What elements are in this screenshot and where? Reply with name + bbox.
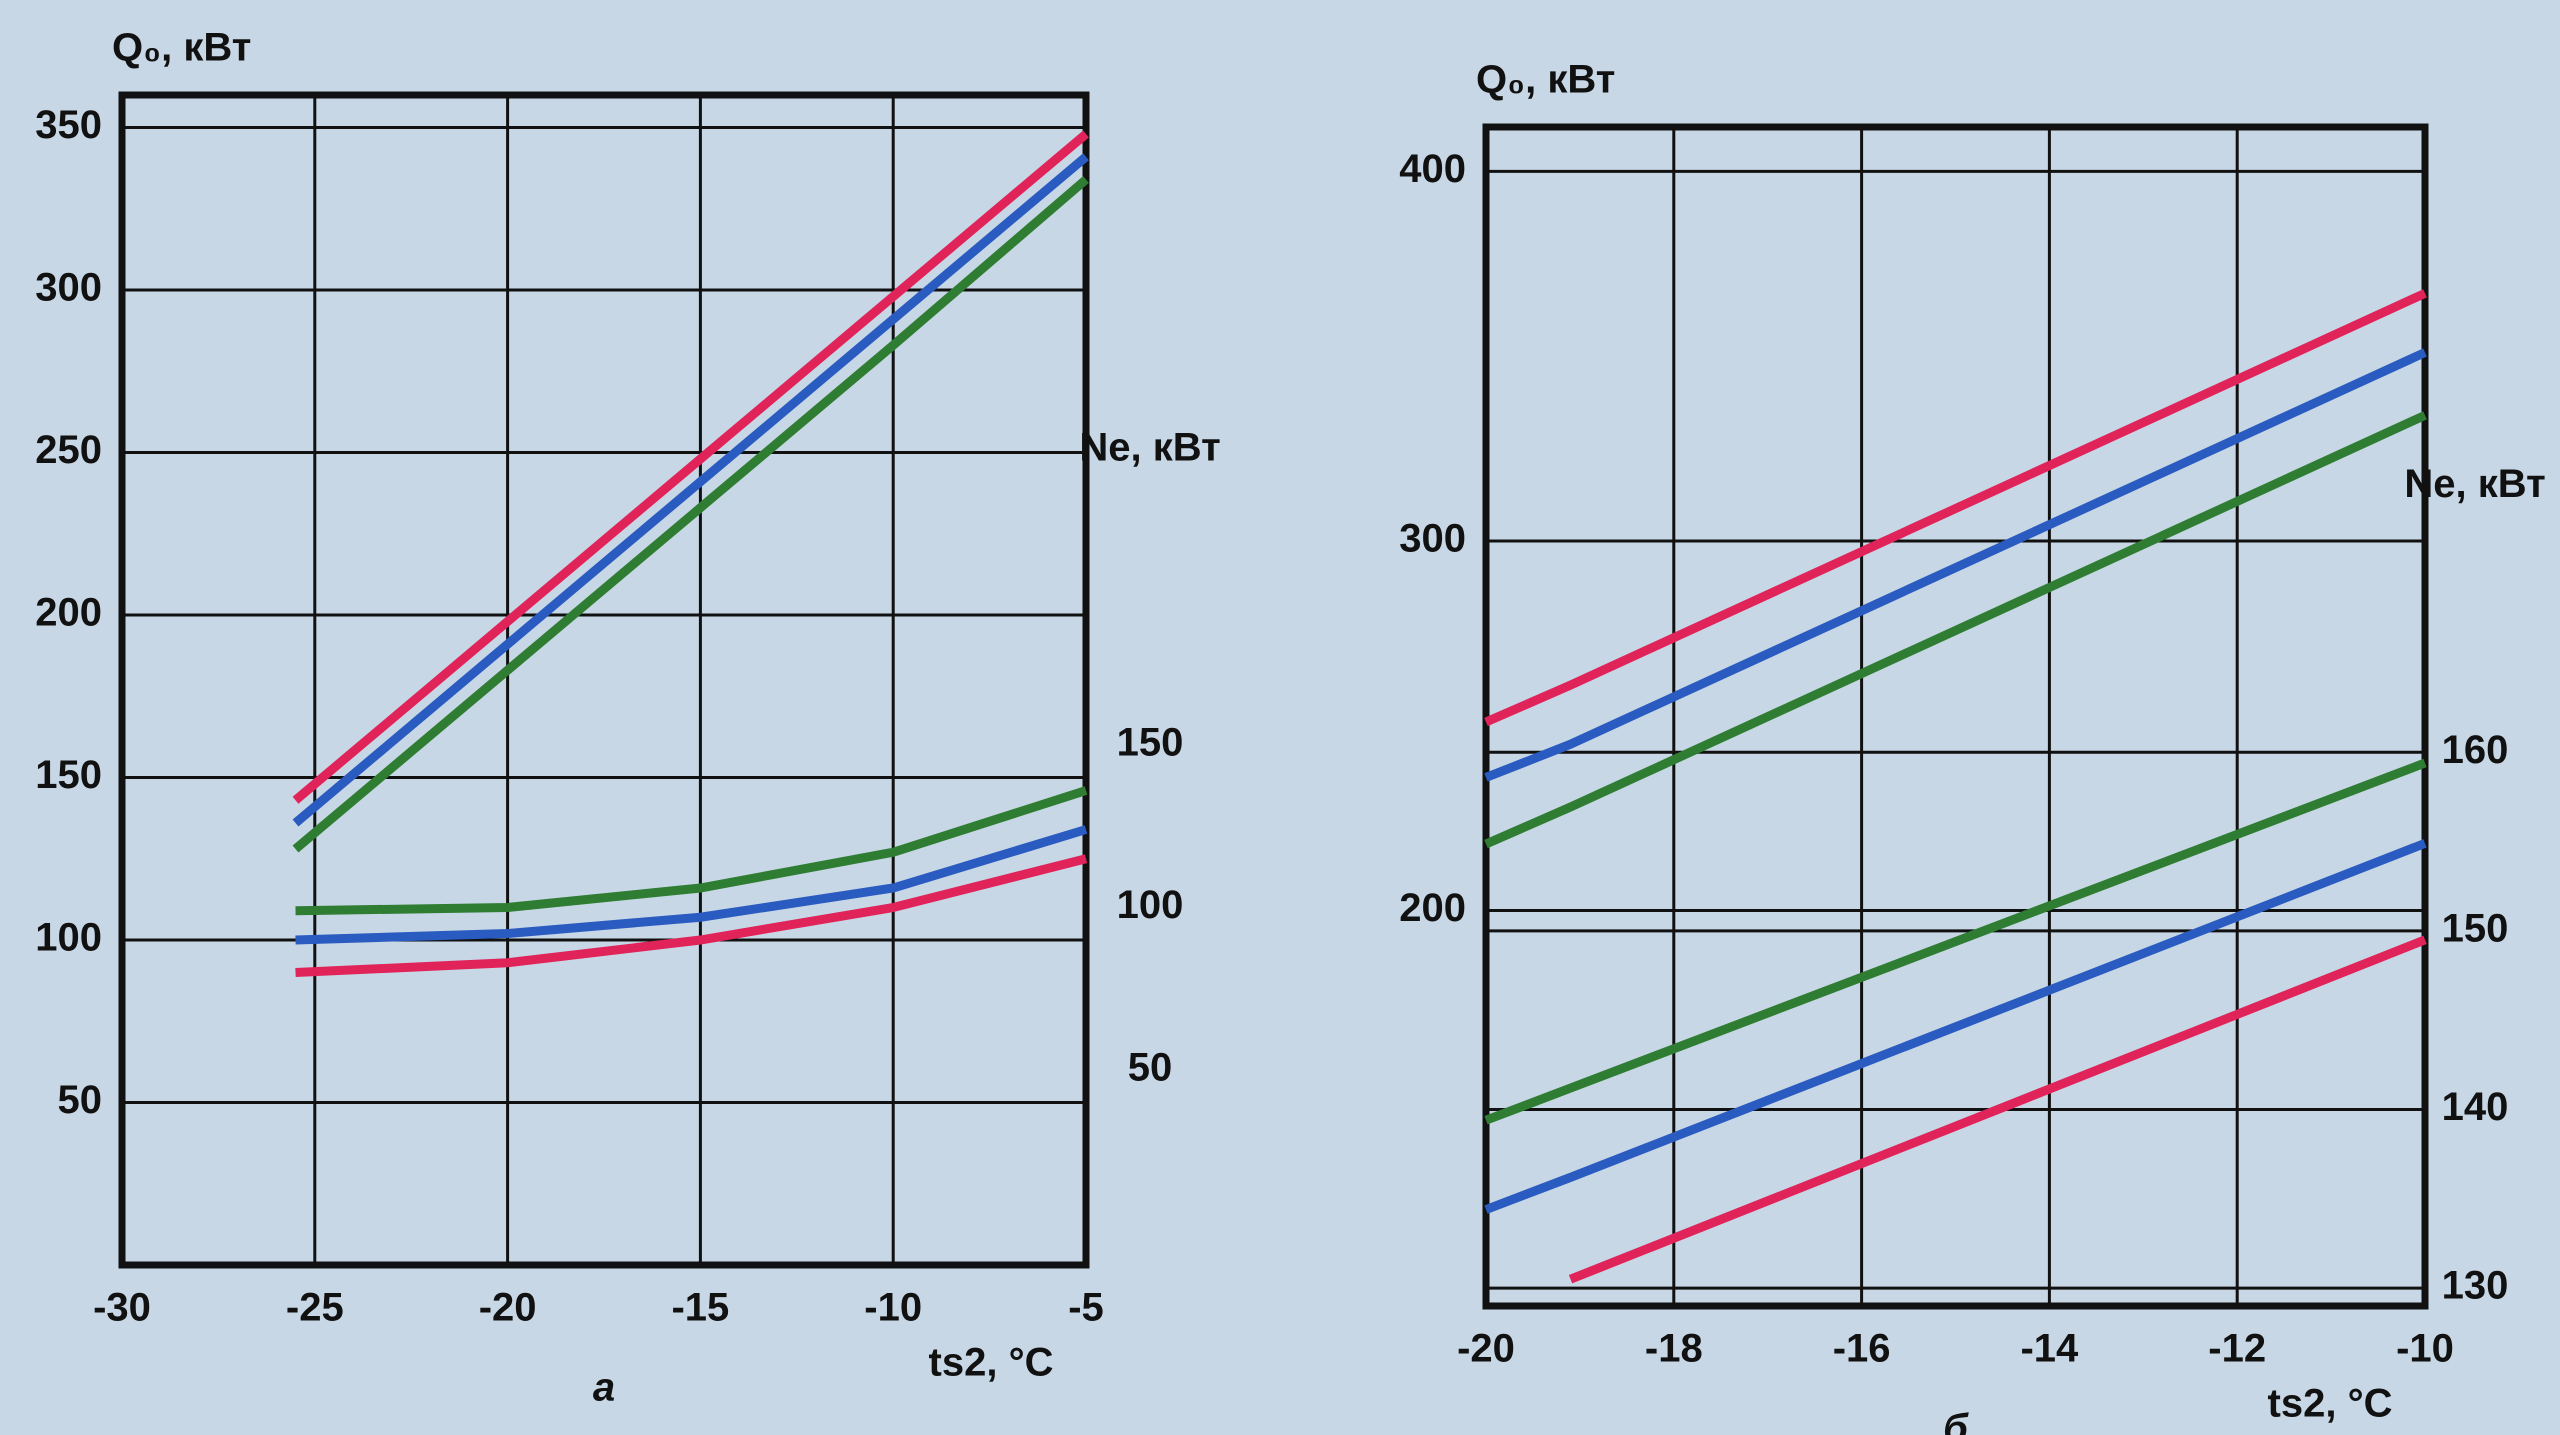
data-line — [1568, 935, 2427, 1284]
y2-axis-label: Ne, кВт — [1079, 426, 1220, 470]
plot-frame — [1482, 123, 2429, 1310]
x-tick-label: -16 — [1833, 1327, 1891, 1371]
y2-tick-label: 50 — [1128, 1046, 1173, 1090]
y-tick-label: 100 — [35, 916, 102, 960]
data-line — [295, 854, 1088, 977]
y-tick-label: 150 — [35, 753, 102, 797]
y-tick-label: 200 — [1399, 886, 1466, 930]
y-tick-label: 300 — [35, 266, 102, 310]
y-axis-label: Q₀, кВт — [112, 26, 251, 70]
y2-tick-label: 150 — [1117, 721, 1184, 765]
data-line — [295, 786, 1088, 916]
panel-label: б — [1943, 1407, 1969, 1435]
y-axis-label: Q₀, кВт — [1476, 58, 1615, 102]
x-tick-label: -5 — [1068, 1286, 1104, 1330]
x-tick-label: -10 — [864, 1286, 922, 1330]
x-tick-label: -25 — [286, 1286, 344, 1330]
x-axis-label: ts2, °C — [2268, 1382, 2393, 1426]
y2-tick-label: 160 — [2442, 728, 2509, 772]
data-line — [1484, 758, 2427, 1125]
x-axis-label: ts2, °C — [929, 1341, 1054, 1385]
y-tick-label: 50 — [58, 1078, 103, 1122]
x-tick-label: -12 — [2208, 1327, 2266, 1371]
panel-label: а — [593, 1366, 615, 1410]
y2-tick-label: 130 — [2442, 1264, 2509, 1308]
y-tick-label: 250 — [35, 428, 102, 472]
x-tick-label: -14 — [2020, 1327, 2079, 1371]
x-tick-label: -20 — [479, 1286, 537, 1330]
data-line — [1484, 348, 2427, 782]
data-line — [295, 825, 1088, 945]
y-tick-label: 350 — [35, 103, 102, 147]
data-line — [1484, 411, 2427, 849]
y-tick-label: 400 — [1399, 147, 1466, 191]
data-line — [1484, 289, 2427, 727]
y-tick-label: 300 — [1399, 517, 1466, 561]
y2-tick-label: 100 — [1117, 883, 1184, 927]
y2-tick-label: 140 — [2442, 1085, 2509, 1129]
x-tick-label: -10 — [2396, 1327, 2454, 1371]
data-line — [292, 176, 1089, 853]
data-line — [292, 130, 1089, 804]
y2-axis-label: Ne, кВт — [2404, 462, 2545, 506]
y-tick-label: 200 — [35, 591, 102, 635]
y2-tick-label: 150 — [2442, 906, 2509, 950]
data-line — [292, 153, 1089, 827]
x-tick-label: -15 — [671, 1286, 729, 1330]
x-tick-label: -20 — [1457, 1327, 1515, 1371]
x-tick-label: -18 — [1645, 1327, 1703, 1371]
data-line — [1484, 839, 2427, 1214]
x-tick-label: -30 — [93, 1286, 151, 1330]
plot-frame — [118, 91, 1090, 1269]
